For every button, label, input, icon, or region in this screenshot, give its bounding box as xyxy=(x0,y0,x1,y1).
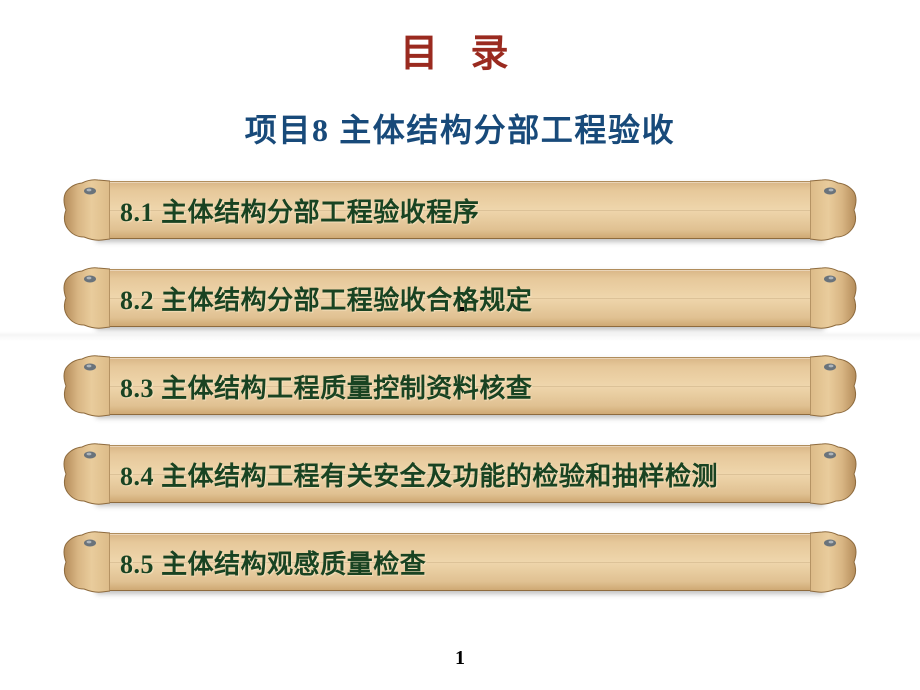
center-marker-dot xyxy=(460,307,464,311)
plank-right-edge-icon xyxy=(810,177,860,243)
toc-item-8-4: 8.4 主体结构工程有关安全及功能的检验和抽样检测 xyxy=(60,445,860,503)
toc-item-8-2: 8.2 主体结构分部工程验收合格规定 xyxy=(60,269,860,327)
toc-item-8-1: 8.1 主体结构分部工程验收程序 xyxy=(60,181,860,239)
page-title: 目 录 xyxy=(0,0,920,77)
plank-right-edge-icon xyxy=(810,441,860,507)
toc-item-8-3: 8.3 主体结构工程质量控制资料核查 xyxy=(60,357,860,415)
page-subtitle: 项目8 主体结构分部工程验收 xyxy=(0,105,920,151)
toc-item-label: 8.5 主体结构观感质量检查 xyxy=(60,544,426,581)
page-number: 1 xyxy=(0,647,920,670)
toc-item-label: 8.1 主体结构分部工程验收程序 xyxy=(60,192,479,229)
toc-items: 8.1 主体结构分部工程验收程序 8.2 主体结构分部工程验收合格规定 xyxy=(0,181,920,591)
toc-item-label: 8.4 主体结构工程有关安全及功能的检验和抽样检测 xyxy=(60,456,718,493)
plank-right-edge-icon xyxy=(810,529,860,595)
toc-item-label: 8.3 主体结构工程质量控制资料核查 xyxy=(60,368,532,405)
toc-item-8-5: 8.5 主体结构观感质量检查 xyxy=(60,533,860,591)
plank-right-edge-icon xyxy=(810,265,860,331)
plank-right-edge-icon xyxy=(810,353,860,419)
